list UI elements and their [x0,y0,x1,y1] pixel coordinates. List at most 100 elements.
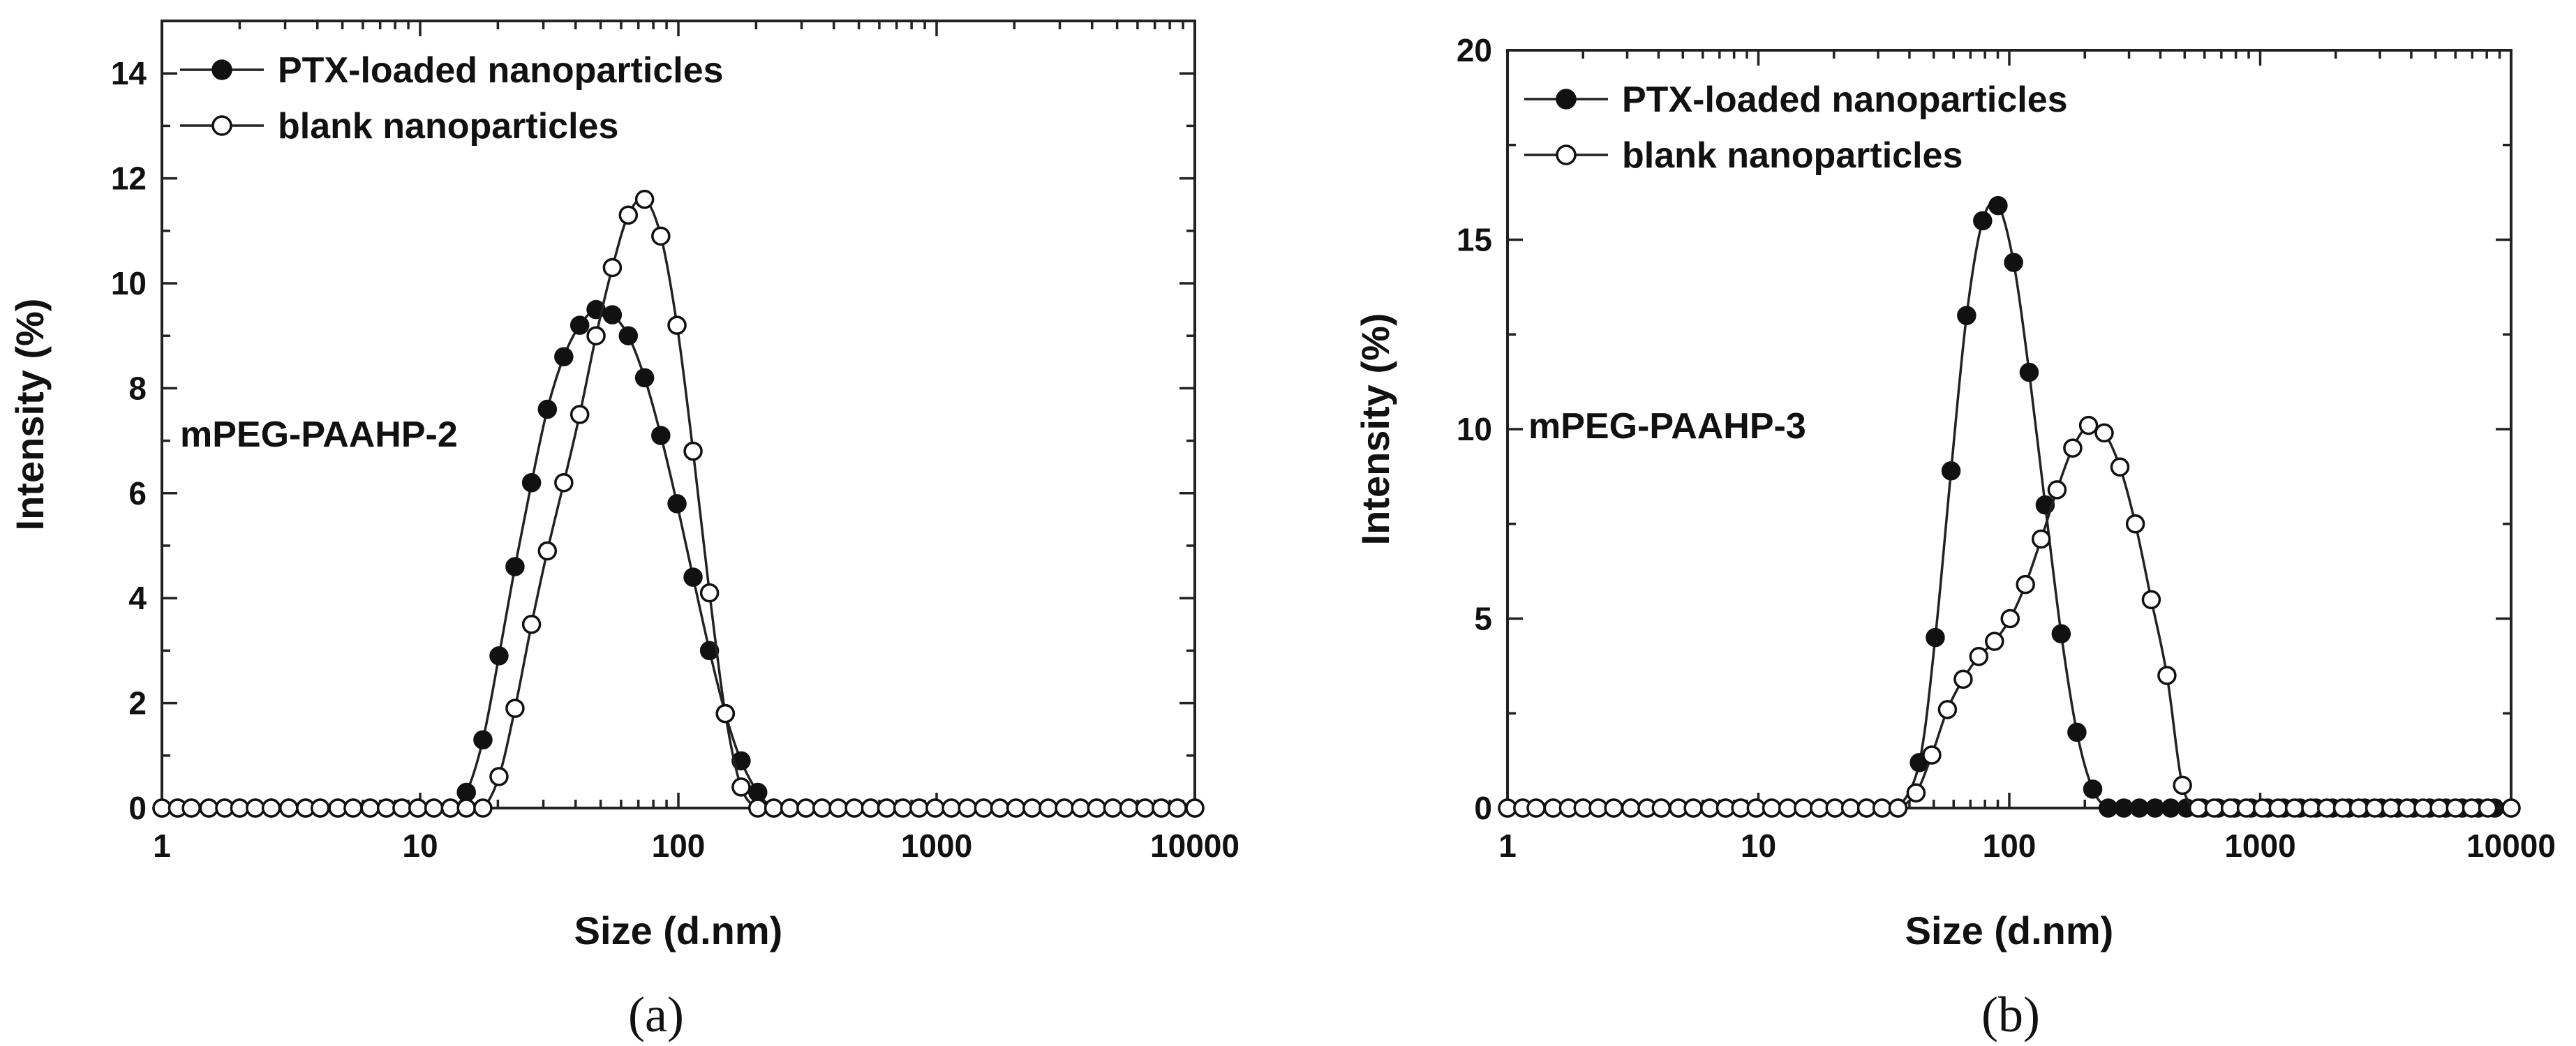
open-circle-marker [1888,798,1908,818]
open-circle-marker [2445,798,2465,818]
filled-circle-marker [2067,722,2087,742]
open-circle-marker [748,798,768,818]
open-circle-marker [1136,798,1155,818]
open-circle-marker [569,405,590,424]
filled-circle-marker [683,567,703,587]
open-circle-marker [2188,798,2208,818]
open-circle-marker [1152,798,1171,818]
open-circle-marker [261,798,281,818]
open-circle-marker [473,798,493,818]
x-axis-title: Size (d.nm) [1905,909,2114,952]
open-circle-marker [602,257,623,278]
open-circle-marker [2268,798,2288,818]
open-circle-marker [1006,798,1026,818]
open-circle-marker [343,798,363,818]
filled-circle-marker [2051,624,2071,643]
open-circle-marker [2301,798,2321,818]
open-circle-marker [537,541,558,561]
open-circle-marker [2220,798,2240,818]
open-circle-marker [1969,647,1989,666]
open-circle-marker [1526,798,1546,818]
sample-annotation: mPEG-PAAHP-2 [180,414,458,455]
x-tick-label: 10000 [2466,828,2556,864]
y-axis-title: Intensity (%) [1353,313,1397,546]
panel-label: (a) [628,987,684,1043]
open-circle-marker [360,798,380,818]
y-tick-label: 4 [128,580,147,616]
filled-circle-marker [634,368,655,388]
filled-circle-marker [2145,798,2165,818]
filled-circle-marker [2099,798,2118,818]
series-blank [1498,415,2521,818]
open-circle-marker [489,767,509,786]
open-circle-marker [2236,798,2256,818]
open-circle-marker [2429,798,2449,818]
open-circle-marker [310,798,330,818]
open-circle-marker [2016,574,2035,595]
open-circle-marker [2397,798,2417,818]
filled-circle-marker [1941,461,1961,481]
filled-circle-marker [748,782,768,802]
y-tick-label: 6 [128,475,147,511]
filled-circle-marker [456,782,476,802]
open-circle-marker [152,798,172,818]
filled-circle-marker [1973,211,1993,231]
open-circle-marker [505,698,525,718]
open-circle-marker [1906,783,1926,803]
filled-circle-marker [473,730,493,749]
open-circle-marker [279,798,299,818]
legend-open-marker [211,115,232,136]
filled-circle-marker [569,315,590,335]
filled-circle-marker [537,399,558,419]
filled-circle-marker [505,557,525,576]
filled-circle-marker [667,494,687,514]
open-circle-marker [1700,798,1720,818]
legend-label: blank nanoparticles [1622,135,1963,176]
open-circle-marker [2125,514,2145,534]
legend-filled-marker [211,59,232,80]
open-circle-marker [1168,798,1187,818]
open-circle-marker [683,441,703,461]
open-circle-marker [731,777,751,797]
x-tick-label: 1000 [901,828,972,864]
open-circle-marker [1872,798,1892,818]
y-tick-label: 5 [1474,601,1492,637]
filled-circle-marker [651,426,671,445]
open-circle-marker [2047,480,2067,500]
open-circle-marker [1119,798,1139,818]
open-circle-marker [2094,423,2114,443]
filled-circle-marker [2019,362,2039,382]
open-circle-marker [2063,438,2083,458]
open-circle-marker [456,798,476,818]
open-circle-marker [1794,798,1813,818]
open-circle-marker [651,226,671,246]
open-circle-marker [1922,745,1942,765]
open-circle-marker [2413,798,2433,818]
open-circle-marker [1651,798,1672,818]
open-circle-marker [715,703,736,724]
chart-panel-b: 1 10 100 1000 10000 0 5 10 15 20 Size (d.nm) Intens… [1353,32,2556,1043]
open-circle-marker [796,798,816,818]
open-circle-marker [424,798,444,818]
chart-panel-a: 1 10 100 1000 10000 0 2 4 6 8 10 12 14 Size (d.nm) Int… [8,20,1239,1043]
filled-circle-marker [2083,779,2103,799]
x-tick-label: 10000 [1150,828,1239,864]
open-circle-marker [2381,798,2401,818]
y-tick-label: 10 [111,265,147,301]
y-tick-label: 15 [1457,222,1492,258]
open-circle-marker [941,798,961,818]
filled-circle-marker [2129,798,2150,818]
legend-filled-marker [1556,89,1577,110]
legend-open-marker [1556,144,1577,165]
y-tick-label: 12 [111,160,147,197]
open-circle-marker [1731,798,1750,818]
open-circle-marker [2332,798,2353,818]
open-circle-marker [812,798,832,818]
series-ptx-loaded [1498,195,2521,818]
y-tick-label: 14 [111,55,147,91]
legend-label: blank nanoparticles [278,106,618,147]
open-circle-marker [1103,798,1123,818]
filled-circle-marker [1988,195,2008,216]
open-circle-marker [246,798,265,818]
x-tick-label: 10 [402,828,438,864]
